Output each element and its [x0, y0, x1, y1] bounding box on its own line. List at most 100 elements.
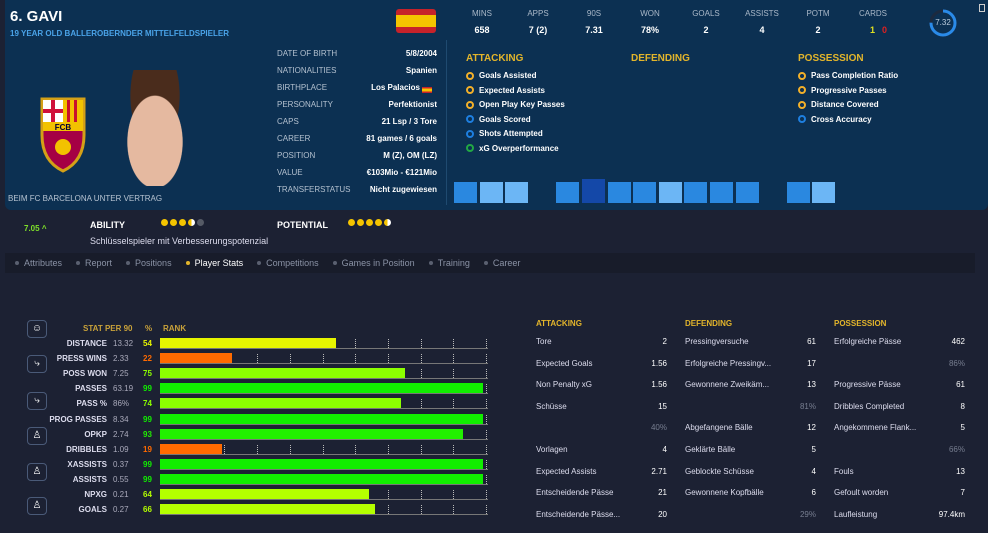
form-match-block[interactable]	[633, 182, 657, 203]
rank-bar-track	[160, 368, 488, 380]
summary-won-value: 78%	[640, 25, 659, 35]
stat-name: PRESS WINS	[56, 354, 107, 364]
tab-player-stats[interactable]: Player Stats	[185, 258, 243, 268]
tab-training[interactable]: Training	[428, 258, 470, 268]
rank-bar-track	[160, 473, 488, 485]
form-match-block[interactable]	[607, 182, 631, 203]
trait-label: Progressive Passes	[811, 85, 887, 95]
trait-item: Goals Assisted	[466, 71, 537, 80]
form-match-block[interactable]	[812, 182, 836, 203]
per90-header: PER 90	[104, 324, 133, 333]
tab-positions[interactable]: Positions	[126, 258, 172, 268]
rank-row: NPXG 0.21 64	[0, 487, 500, 502]
tab-dot-icon	[15, 261, 19, 265]
birthplace-flag-icon	[422, 87, 432, 93]
rank-bar-fill	[160, 458, 483, 469]
stat-header-label: STAT	[83, 324, 103, 333]
player-name: 6. GAVI	[10, 8, 63, 25]
percentile-value: 22	[143, 354, 152, 364]
per90-value: 0.27	[113, 505, 129, 515]
trait-item: Shots Attempted	[466, 129, 543, 138]
trait-marker-icon	[466, 129, 474, 138]
rank-bar-fill	[160, 368, 405, 379]
red-cards: 0	[882, 25, 888, 35]
detail-label: Schüsse	[536, 401, 567, 411]
trait-section-title: POSSESSION	[798, 53, 864, 64]
stat-name: PROG PASSES	[49, 414, 107, 424]
trait-marker-icon	[798, 100, 806, 109]
percentile-value: 99	[143, 384, 152, 394]
detail-value: 1.56	[651, 380, 667, 390]
stat-name: OPKP	[84, 429, 107, 439]
tab-dot-icon	[126, 261, 131, 265]
star-icon	[188, 219, 195, 226]
trait-label: Open Play Key Passes	[479, 100, 565, 109]
detail-label: Dribbles Completed	[834, 401, 905, 411]
star-icon	[357, 219, 364, 226]
rank-tick	[387, 339, 389, 348]
trait-item: Open Play Key Passes	[466, 100, 565, 109]
summary-potm-value: 2	[815, 25, 821, 35]
form-match-block[interactable]	[684, 182, 708, 203]
summary-assists-label: ASSISTS	[745, 9, 779, 18]
rank-tick	[453, 444, 455, 454]
ability-rating-value: 7.05	[24, 224, 40, 233]
ability-stars	[161, 219, 204, 226]
tab-career[interactable]: Career	[483, 258, 520, 268]
ability-rating: 7.05 ^	[24, 224, 46, 233]
detail-label: Non Penalty xG	[536, 380, 593, 390]
rank-bar-track	[160, 353, 488, 365]
rank-row: POSS WON 7.25 75	[0, 366, 500, 381]
info-value: M (Z), OM (LZ)	[383, 151, 437, 160]
contract-status: BEIM FC BARCELONA UNTER VERTRAG	[8, 194, 163, 203]
detail-label: Expected Assists	[536, 466, 597, 476]
form-match-block[interactable]	[582, 179, 605, 203]
detail-value: 4	[811, 466, 816, 476]
trash-icon[interactable]	[979, 4, 985, 12]
form-match-block[interactable]	[505, 182, 529, 203]
tab-competitions[interactable]: Competitions	[257, 258, 319, 268]
detail-label: Gewonnene Kopfbälle	[685, 488, 764, 498]
running-icon[interactable]: ♙	[27, 497, 47, 515]
tab-attributes[interactable]: Attributes	[15, 258, 62, 268]
form-match-block[interactable]	[735, 182, 759, 203]
form-match-block[interactable]	[710, 182, 733, 203]
rank-bar-fill	[160, 504, 376, 515]
tab-report[interactable]: Report	[76, 258, 112, 268]
summary-90s-label: 90S	[586, 9, 602, 18]
trait-label: Shots Attempted	[479, 129, 543, 138]
form-match-block[interactable]	[479, 182, 503, 203]
detail-label: Vorlagen	[536, 445, 568, 454]
pct-header: %	[145, 324, 153, 333]
stat-header: STAT PER 90	[83, 324, 133, 333]
tab-dot-icon	[428, 261, 433, 265]
rank-tick	[486, 474, 487, 484]
tab-games-in-position[interactable]: Games in Position	[332, 258, 415, 268]
yellow-cards: 1	[870, 25, 876, 35]
rank-bar-fill	[160, 413, 483, 424]
dribble-icon[interactable]: ♙	[27, 463, 47, 481]
rank-tick	[486, 354, 487, 364]
percentile-value: 99	[143, 474, 152, 484]
trait-section-title: DEFENDING	[631, 53, 690, 64]
per90-value: 13.32	[113, 339, 134, 348]
trait-marker-icon	[798, 71, 806, 80]
form-match-block[interactable]	[454, 182, 477, 203]
dribble-icon[interactable]: ♙	[27, 427, 47, 445]
rank-tick	[420, 369, 422, 379]
tackle-icon[interactable]: ⤷	[27, 392, 47, 410]
percentile-value: 93	[143, 429, 152, 439]
form-match-block[interactable]	[786, 182, 810, 203]
form-match-block[interactable]	[556, 182, 580, 203]
info-label: POSITION	[277, 151, 316, 160]
form-match-block[interactable]	[658, 182, 682, 203]
tackle-icon[interactable]: ⤷	[27, 355, 47, 373]
summary-apps-label: APPS	[527, 9, 549, 18]
trait-item: Progressive Passes	[798, 86, 887, 95]
detail-value: 13	[807, 380, 816, 390]
info-label: CAREER	[277, 134, 311, 143]
potential-stars	[348, 219, 391, 226]
tab-label: Attributes	[24, 258, 63, 268]
trait-item: Distance Covered	[798, 100, 879, 109]
player-icon[interactable]: ☺	[27, 320, 47, 338]
